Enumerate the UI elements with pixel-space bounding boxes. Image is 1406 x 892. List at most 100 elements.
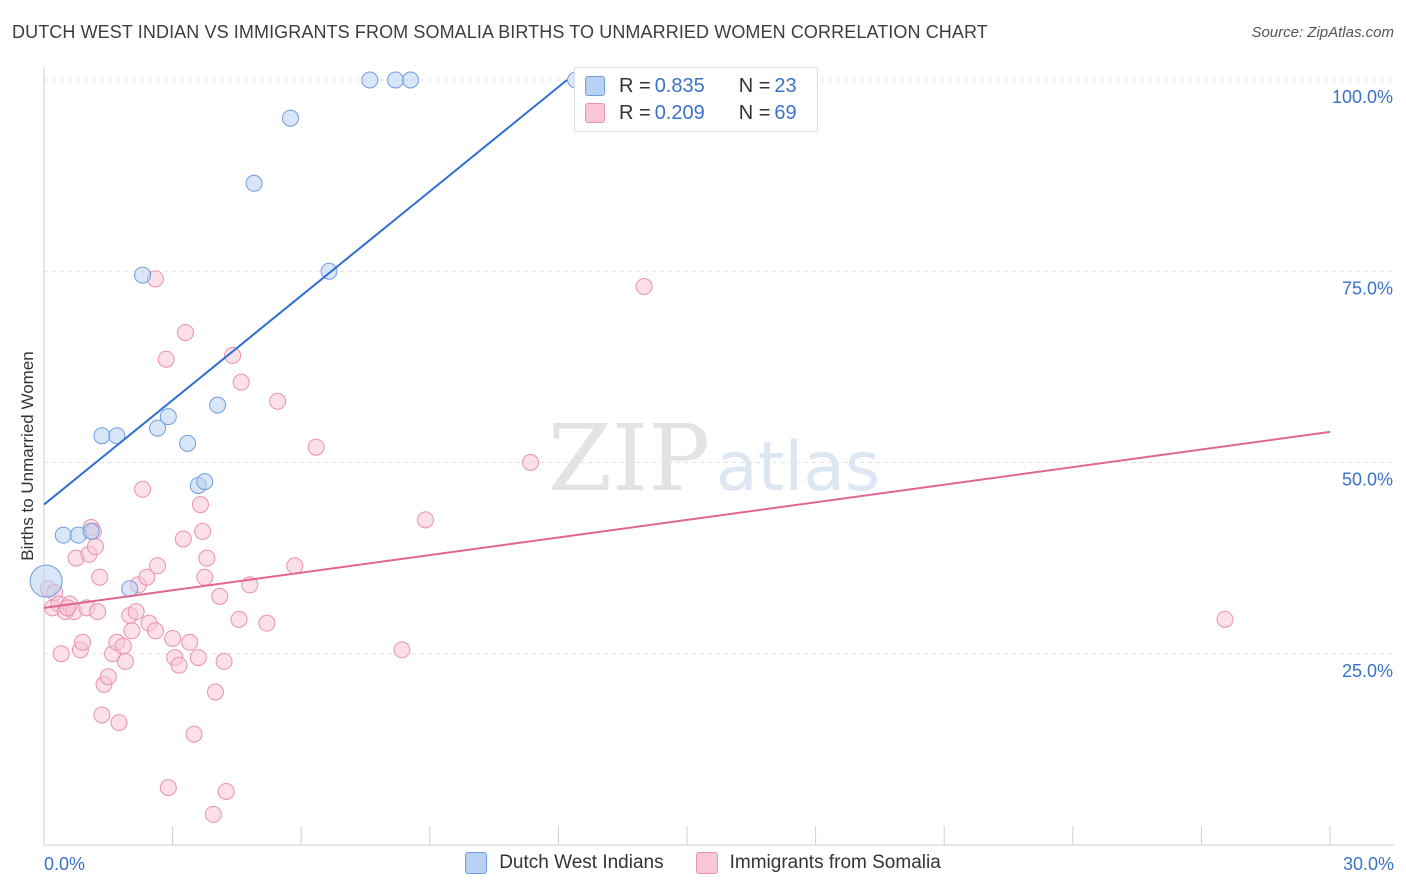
legend-swatch-somalia bbox=[585, 103, 605, 123]
dutch-point bbox=[209, 396, 227, 414]
dutch-point bbox=[159, 408, 177, 426]
dutch-point bbox=[29, 564, 63, 598]
somalia-point bbox=[258, 614, 276, 632]
gridlines bbox=[44, 79, 1394, 655]
chart-title: DUTCH WEST INDIAN VS IMMIGRANTS FROM SOM… bbox=[12, 22, 988, 42]
somalia-point bbox=[1216, 610, 1234, 628]
somalia-point bbox=[93, 706, 111, 724]
somalia-point bbox=[269, 392, 287, 410]
y-tick-label: 50.0% bbox=[1342, 470, 1393, 490]
watermark-zip: ZIP bbox=[548, 405, 710, 512]
y-axis-label: Births to Unmarried Women bbox=[18, 351, 37, 560]
source-label: Source: ZipAtlas.com bbox=[1251, 24, 1394, 41]
dutch-point bbox=[387, 71, 405, 89]
series-somalia-points bbox=[39, 270, 1234, 823]
legend-r-value: 0.209 bbox=[654, 101, 705, 124]
somalia-point bbox=[170, 656, 188, 674]
somalia-point bbox=[99, 668, 117, 686]
somalia-point bbox=[149, 557, 167, 575]
somalia-point bbox=[146, 622, 164, 640]
somalia-point bbox=[52, 645, 70, 663]
dutch-point bbox=[245, 174, 263, 192]
dutch-point bbox=[179, 434, 197, 452]
dutch-point bbox=[82, 522, 100, 540]
dutch-point bbox=[402, 71, 420, 89]
dutch-point bbox=[134, 266, 152, 284]
dutch-point bbox=[54, 526, 72, 544]
somalia-point bbox=[185, 725, 203, 743]
legend-row-dutch: R = 0.835 N = 23 bbox=[585, 74, 797, 98]
legend-swatch-somalia bbox=[695, 852, 718, 874]
dutch-point bbox=[281, 109, 299, 127]
somalia-point bbox=[114, 637, 132, 655]
legend-label-somalia: Immigrants from Somalia bbox=[729, 852, 941, 873]
somalia-point bbox=[74, 633, 92, 651]
somalia-point bbox=[127, 603, 145, 621]
somalia-point bbox=[176, 323, 194, 341]
somalia-point bbox=[232, 373, 250, 391]
somalia-point bbox=[215, 652, 233, 670]
somalia-point bbox=[59, 599, 77, 617]
legend-r-label: R = bbox=[619, 101, 651, 124]
legend-row-somalia: R = 0.209 N = 69 bbox=[585, 101, 797, 125]
y-tick-label: 100.0% bbox=[1332, 87, 1393, 107]
somalia-point bbox=[522, 454, 540, 471]
somalia-point bbox=[123, 622, 141, 640]
somalia-point bbox=[230, 610, 248, 628]
legend-swatch-dutch bbox=[585, 76, 605, 96]
somalia-point bbox=[635, 278, 653, 296]
series-dutch-west-indians-points bbox=[29, 71, 790, 598]
y-tick-label: 75.0% bbox=[1342, 278, 1393, 298]
somalia-point bbox=[206, 683, 224, 701]
somalia-point bbox=[138, 568, 156, 586]
somalia-point bbox=[286, 557, 304, 575]
somalia-point bbox=[224, 346, 242, 364]
somalia-point bbox=[159, 779, 177, 797]
somalia-point bbox=[116, 652, 134, 670]
legend-n-value: 23 bbox=[774, 74, 797, 97]
somalia-point bbox=[91, 568, 109, 586]
somalia-point bbox=[189, 649, 207, 667]
somalia-point bbox=[417, 511, 435, 529]
legend-r-label: R = bbox=[619, 74, 651, 97]
somalia-point bbox=[198, 549, 216, 567]
somalia-point bbox=[191, 496, 209, 514]
dutch-point bbox=[361, 71, 379, 89]
axes bbox=[43, 67, 1394, 846]
legend-n-label: N = bbox=[738, 101, 771, 124]
legend-item-dutch-west-indians[interactable]: Dutch West Indians bbox=[465, 852, 664, 874]
somalia-point bbox=[134, 480, 152, 498]
legend-label-dutch: Dutch West Indians bbox=[499, 852, 664, 873]
somalia-point bbox=[217, 782, 235, 800]
legend-r-value: 0.835 bbox=[654, 74, 705, 97]
x-tick-label-max: 30.0% bbox=[1343, 854, 1394, 874]
somalia-point bbox=[157, 350, 175, 368]
watermark-atlas: atlas bbox=[716, 428, 880, 507]
somalia-point bbox=[196, 568, 214, 586]
somalia-point bbox=[307, 438, 325, 456]
dutch-trend-line bbox=[43, 79, 568, 506]
x-ticks bbox=[43, 826, 1331, 845]
somalia-trend-line bbox=[43, 430, 1331, 609]
dutch-point bbox=[93, 427, 111, 445]
legend-item-immigrants-from-somalia[interactable]: Immigrants from Somalia bbox=[695, 852, 941, 874]
trend-lines bbox=[43, 79, 1331, 609]
somalia-point bbox=[194, 522, 212, 540]
dutch-point bbox=[108, 427, 126, 445]
somalia-point bbox=[181, 633, 199, 651]
legend-swatch-dutch bbox=[465, 852, 488, 874]
series-legend: Dutch West Indians Immigrants from Somal… bbox=[0, 852, 1406, 874]
dutch-point bbox=[196, 473, 214, 491]
somalia-point bbox=[174, 530, 192, 548]
somalia-point bbox=[204, 805, 222, 823]
legend-n-value: 69 bbox=[774, 101, 797, 124]
dutch-point bbox=[121, 580, 139, 598]
y-tick-label: 25.0% bbox=[1342, 661, 1393, 681]
y-tick-labels: 25.0% 50.0% 75.0% 100.0% bbox=[1332, 87, 1393, 681]
somalia-point bbox=[110, 714, 128, 732]
watermark: ZIP atlas bbox=[548, 405, 880, 512]
somalia-point bbox=[393, 641, 411, 659]
dutch-point bbox=[149, 419, 167, 437]
somalia-point bbox=[164, 629, 182, 647]
